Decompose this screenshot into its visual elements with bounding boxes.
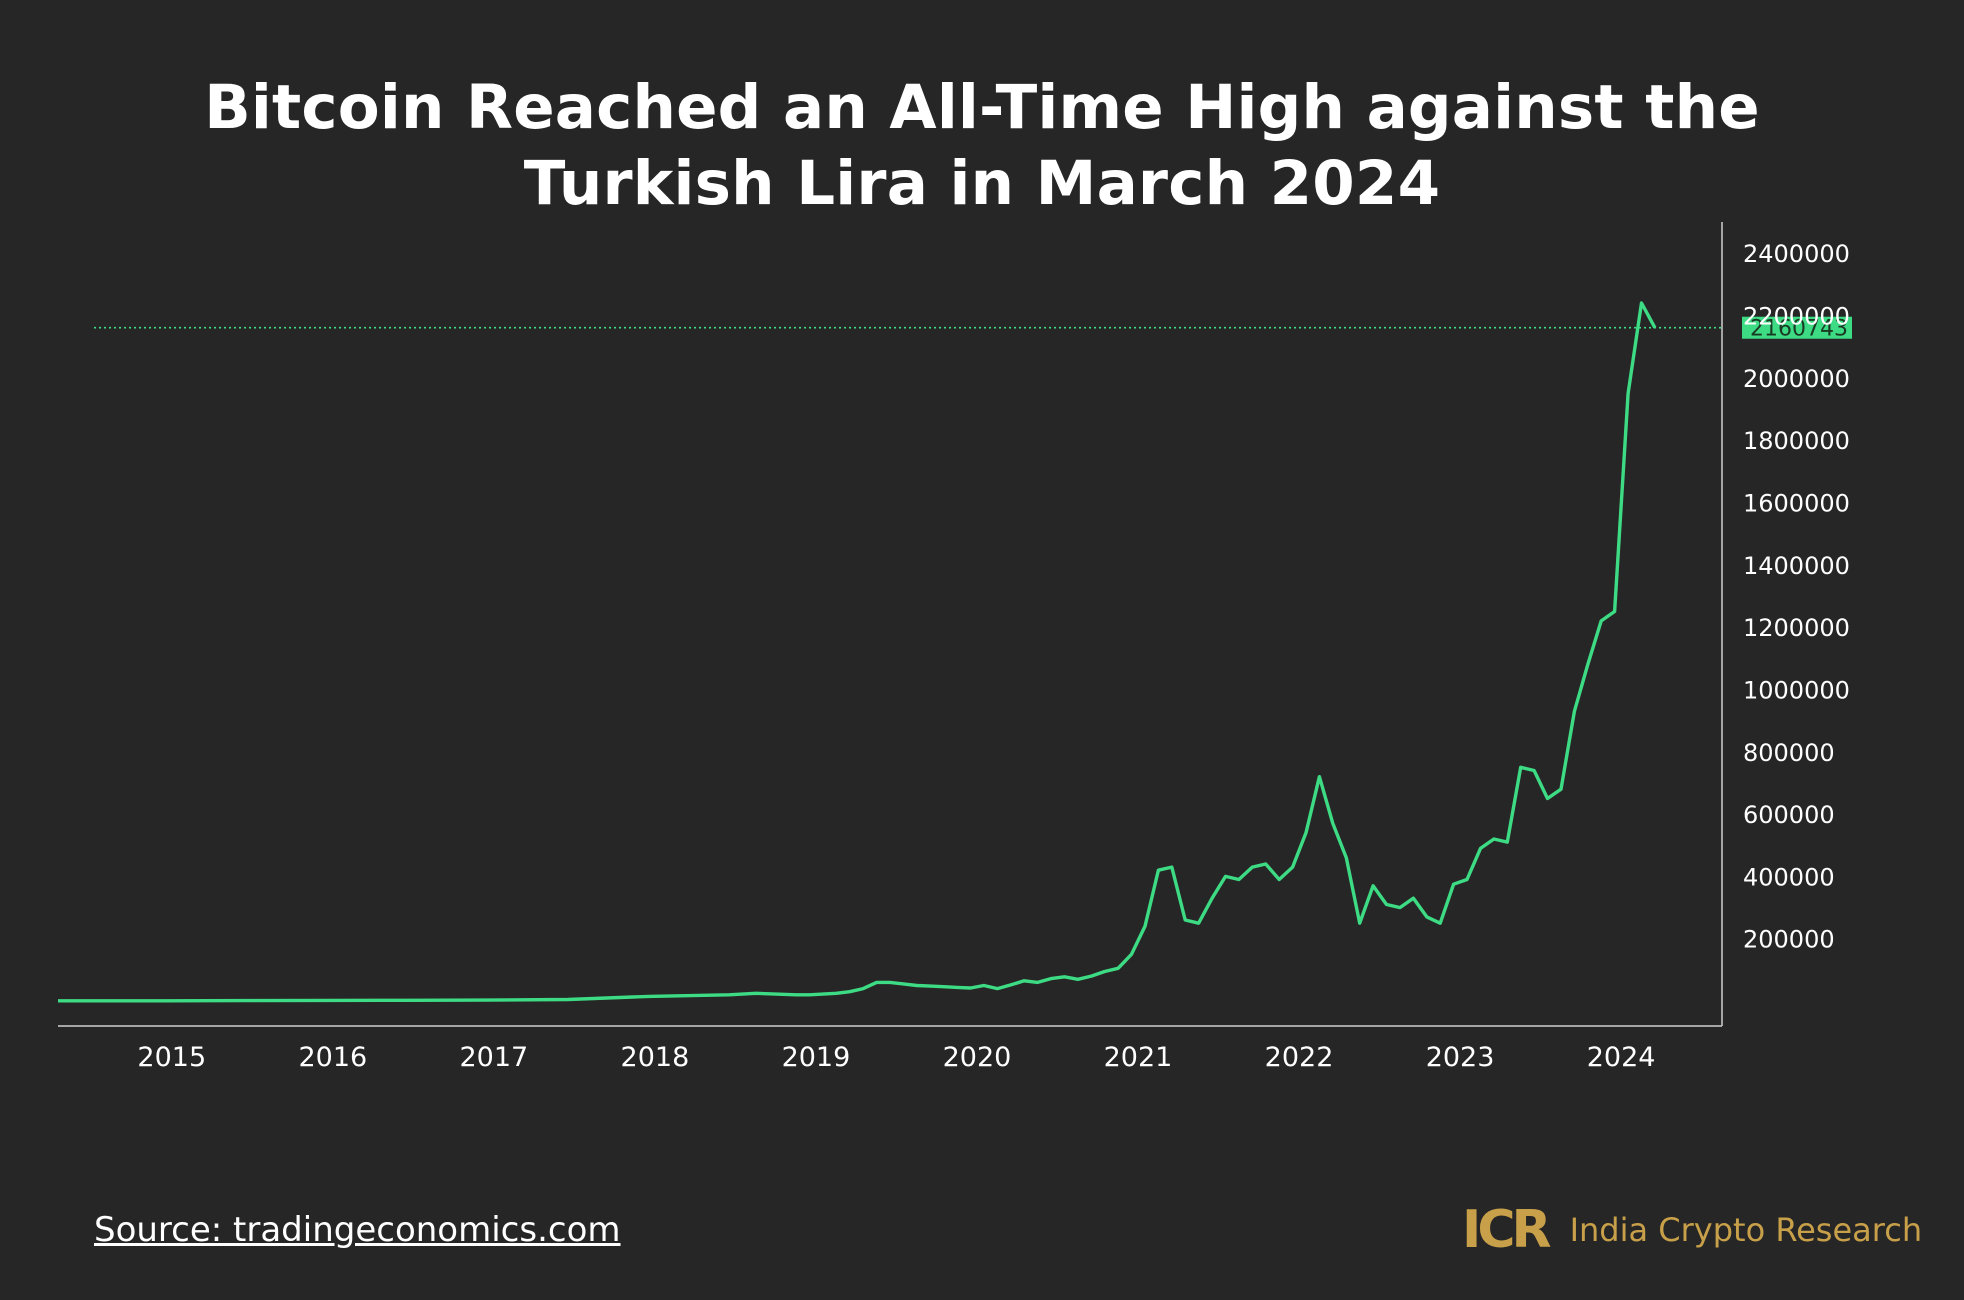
chart-title-line-1: Bitcoin Reached an All-Time High against… xyxy=(204,72,1760,143)
source-link[interactable]: Source: tradingeconomics.com xyxy=(94,1210,621,1250)
x-tick-label: 2024 xyxy=(1587,1042,1656,1073)
y-tick-label: 2000000 xyxy=(1743,365,1850,393)
last-value-label: 2160743 xyxy=(1750,317,1848,342)
x-tick-label: 2019 xyxy=(782,1042,851,1073)
brand: ICR India Crypto Research xyxy=(1462,1200,1922,1260)
brand-logo-icon: ICR xyxy=(1462,1200,1552,1260)
y-tick-label: 1800000 xyxy=(1743,427,1850,455)
x-tick-label: 2017 xyxy=(460,1042,529,1073)
y-tick-label: 1600000 xyxy=(1743,489,1850,517)
brand-name: India Crypto Research xyxy=(1569,1211,1923,1249)
y-tick-label: 1000000 xyxy=(1743,676,1850,704)
axis-labels: 2015 2016 2017 2018 2019 2020 2021 2022 2023 2024… xyxy=(137,240,1849,1073)
chart-axes xyxy=(58,222,1723,1027)
y-tick-label: 600000 xyxy=(1743,801,1835,829)
x-tick-label: 2015 xyxy=(137,1042,206,1073)
reference-line-group: 2160743 xyxy=(94,316,1852,342)
y-tick-label: 1400000 xyxy=(1743,552,1850,580)
y-tick-label: 1200000 xyxy=(1743,614,1850,642)
x-tick-label: 2020 xyxy=(943,1042,1012,1073)
x-tick-label: 2021 xyxy=(1104,1042,1173,1073)
series-line-0 xyxy=(58,301,1657,1003)
y-tick-label: 200000 xyxy=(1743,926,1835,954)
x-tick-label: 2022 xyxy=(1265,1042,1334,1073)
last-value-badge xyxy=(1742,316,1852,339)
y-tick-label: 2200000 xyxy=(1743,302,1850,330)
x-tick-label: 2016 xyxy=(298,1042,367,1073)
y-tick-label: 800000 xyxy=(1743,739,1835,767)
y-tick-label: 400000 xyxy=(1743,863,1835,891)
y-tick-label: 2400000 xyxy=(1743,240,1850,268)
x-tick-label: 2023 xyxy=(1426,1042,1495,1073)
chart-title-line-2: Turkish Lira in March 2024 xyxy=(523,148,1441,219)
x-tick-label: 2018 xyxy=(621,1042,690,1073)
series-lines xyxy=(58,301,1657,1003)
